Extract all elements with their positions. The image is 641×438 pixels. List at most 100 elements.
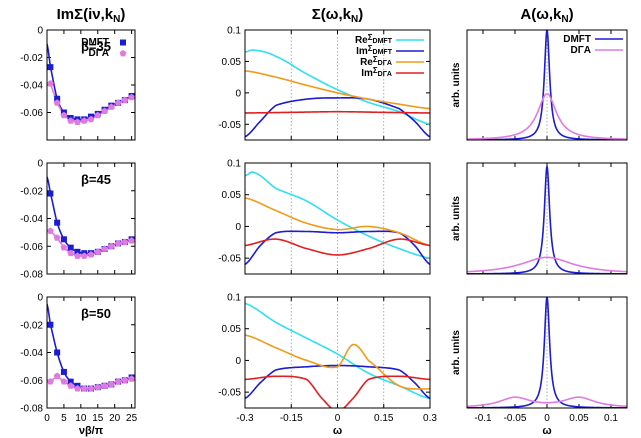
series-line-DMFT bbox=[467, 30, 627, 140]
data-point-DΓA bbox=[67, 382, 75, 389]
data-point-DΓA bbox=[121, 238, 129, 245]
x-axis-label-col3: ω bbox=[542, 425, 551, 437]
data-point-DMFT bbox=[47, 321, 54, 328]
column-title-imsigma: ImΣ(iν,kN) bbox=[57, 6, 126, 25]
plot-frame bbox=[244, 296, 431, 409]
data-point-DΓA bbox=[80, 252, 88, 259]
x-tick-label: 25 bbox=[126, 413, 138, 424]
data-point-DΓA bbox=[47, 80, 54, 87]
x-tick-label: 15 bbox=[92, 413, 104, 424]
data-point-DΓA bbox=[47, 227, 54, 234]
data-point-DΓA bbox=[128, 93, 135, 101]
legend-label: ImΣDΓA bbox=[361, 66, 392, 79]
plot-frame bbox=[466, 29, 628, 141]
y-tick-label: 0 bbox=[235, 88, 241, 99]
legend-label: ReΣDMFT bbox=[355, 33, 393, 46]
y-axis-label: arb. units bbox=[451, 330, 462, 375]
x-tick-label: -0.05 bbox=[504, 413, 527, 424]
data-point-DΓA bbox=[60, 378, 68, 385]
data-point-DΓA bbox=[94, 248, 102, 255]
x-tick-label: 0 bbox=[44, 413, 50, 424]
data-point-DMFT bbox=[47, 64, 54, 71]
data-point-DMFT bbox=[67, 378, 74, 385]
data-point-DΓA bbox=[121, 376, 129, 384]
legend-label: ImΣDMFT bbox=[356, 44, 393, 57]
plot-area bbox=[245, 171, 430, 266]
series-line-ReΣDΓA bbox=[245, 197, 430, 247]
x-tick-label: 0.15 bbox=[374, 413, 394, 424]
plot-frame bbox=[46, 296, 136, 409]
panel-row3-col3: -0.1 -0.05 0 0.05 0.1 arb. units bbox=[451, 296, 628, 424]
y-tick-label: 0.05 bbox=[222, 57, 242, 68]
x-axis-label-col2: ω bbox=[333, 425, 342, 437]
y-tick-label: -0.04 bbox=[20, 348, 43, 359]
data-point-DΓA bbox=[80, 385, 88, 392]
plot-frame bbox=[244, 29, 431, 141]
y-tick-label: -0.02 bbox=[20, 186, 43, 197]
legend-marker bbox=[120, 39, 126, 46]
series-line-DMFT bbox=[467, 297, 627, 408]
y-tick-label: -0.02 bbox=[20, 320, 43, 331]
y-tick-label: -0.08 bbox=[20, 404, 43, 415]
data-point-DΓA bbox=[87, 251, 95, 258]
y-axis-label: arb. units bbox=[451, 62, 462, 107]
x-tick-label: 5 bbox=[61, 413, 67, 424]
data-point-DΓA bbox=[74, 252, 81, 259]
x-tick-label: 0.05 bbox=[569, 413, 589, 424]
y-tick-label: -0.05 bbox=[218, 388, 241, 399]
plot-area bbox=[467, 30, 627, 140]
x-tick-label: -0.1 bbox=[474, 413, 492, 424]
panel-row3-col2: 0.1 0.05 0 -0.05 -0.3 -0.15 0 0.15 0.3 bbox=[218, 293, 437, 425]
plot-area bbox=[245, 49, 430, 138]
data-point-DΓA bbox=[53, 99, 61, 106]
legend-label: ReΣDΓA bbox=[360, 55, 392, 68]
data-point-DΓA bbox=[101, 382, 108, 389]
plot-frame bbox=[244, 162, 431, 275]
x-tick-label: 0 bbox=[335, 413, 341, 424]
x-tick-label: 20 bbox=[109, 413, 121, 424]
data-point-DΓA bbox=[94, 111, 102, 119]
x-axis-label-col1: νβ/π bbox=[79, 425, 104, 437]
plot-area bbox=[467, 297, 627, 408]
y-tick-label: 0.1 bbox=[227, 159, 241, 170]
data-point-DΓA bbox=[60, 244, 68, 251]
data-point-DΓA bbox=[60, 111, 68, 119]
data-point-DΓA bbox=[47, 378, 54, 385]
data-point-DΓA bbox=[114, 99, 122, 106]
beta-annotation: β=50 bbox=[81, 306, 111, 321]
series-line-ReΣDΓA bbox=[245, 334, 430, 390]
y-tick-label: 0 bbox=[37, 293, 43, 304]
legend-label: DMFT bbox=[563, 34, 591, 45]
beta-annotation: β=35 bbox=[81, 39, 111, 54]
series-line-ImΣDΓA bbox=[245, 110, 430, 114]
data-point-DΓA bbox=[114, 378, 122, 385]
data-point-DMFT bbox=[60, 236, 67, 243]
y-axis-label: arb. units bbox=[451, 196, 462, 241]
series-line-DΓA bbox=[467, 92, 627, 140]
data-point-DΓA bbox=[87, 115, 95, 123]
data-point-DΓA bbox=[94, 383, 102, 391]
y-tick-label: 0.1 bbox=[227, 293, 241, 304]
data-point-DΓA bbox=[53, 372, 61, 379]
data-point-DΓA bbox=[80, 117, 88, 124]
x-tick-label: -0.3 bbox=[236, 413, 254, 424]
beta-annotation: β=45 bbox=[81, 172, 111, 187]
series-line-ReΣDΓA bbox=[245, 70, 430, 110]
series-line-ImΣDΓA bbox=[245, 238, 430, 256]
series-line-ReΣDMFT bbox=[245, 49, 430, 126]
y-tick-label: 0.1 bbox=[227, 26, 241, 37]
y-tick-label: -0.06 bbox=[20, 376, 43, 387]
data-point-DΓA bbox=[74, 385, 81, 392]
y-tick-label: -0.05 bbox=[218, 120, 241, 131]
series-line-ImΣDΓA bbox=[245, 375, 430, 408]
data-point-DMFT bbox=[54, 95, 61, 102]
data-point-DΓA bbox=[114, 239, 122, 247]
x-tick-label: 10 bbox=[75, 413, 87, 424]
column-title-spectral: A(ω,kN) bbox=[520, 6, 573, 25]
x-tick-label: 0.1 bbox=[604, 413, 618, 424]
series-line-DΓA bbox=[467, 256, 627, 273]
data-point-DMFT bbox=[60, 368, 67, 375]
